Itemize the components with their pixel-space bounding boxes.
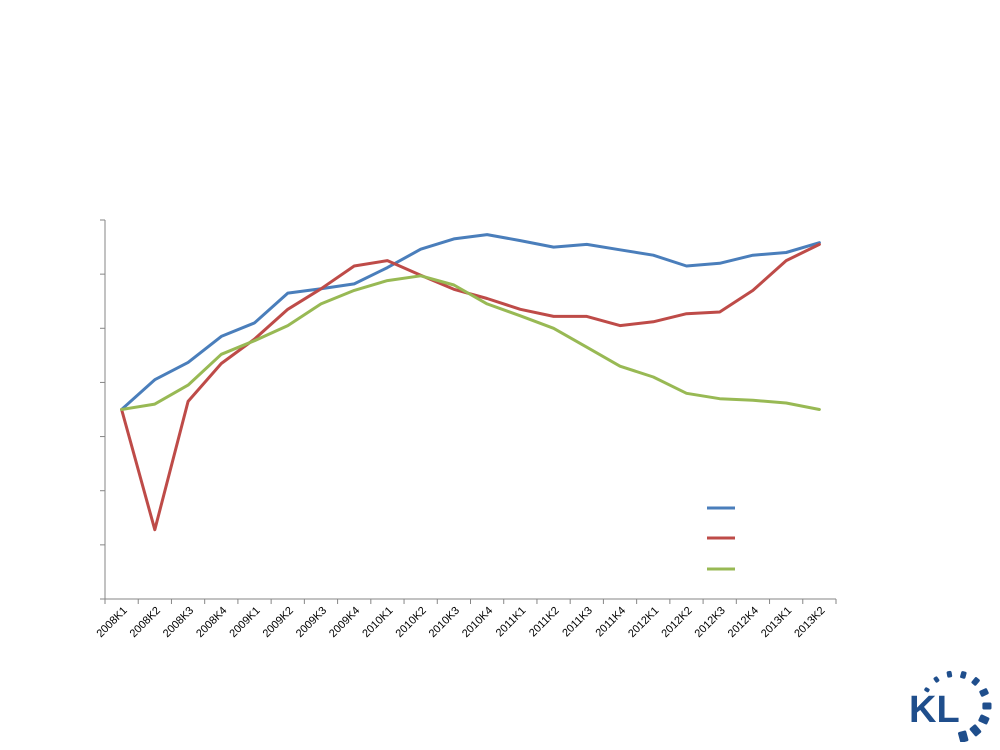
logo-arc-mark [960, 671, 967, 679]
logo-arc-mark [958, 730, 969, 742]
x-tick-label: 2009K1 [227, 605, 262, 640]
x-tick-label: 2010K2 [394, 605, 429, 640]
x-tick-label: 2012K3 [693, 605, 728, 640]
logo-arc-mark [933, 676, 940, 683]
x-tick-label: 2009K2 [261, 605, 296, 640]
x-tick-label: 2009K3 [294, 605, 329, 640]
x-tick-label: 2008K2 [128, 605, 163, 640]
x-tick-label: 2008K4 [194, 605, 229, 640]
logo-arc-mark [982, 702, 992, 710]
x-tick-label: 2008K1 [94, 605, 129, 640]
legend [707, 506, 735, 571]
x-tick-label: 2012K1 [626, 605, 661, 640]
logo-arc-mark [979, 688, 989, 697]
logo-arc-mark [969, 724, 982, 737]
series-line-1 [120, 233, 821, 411]
x-tick-label: 2013K2 [792, 605, 827, 640]
kl-logo: KL [909, 670, 992, 742]
x-tick-label: 2009K4 [327, 605, 362, 640]
x-axis-ticks: 2008K12008K22008K32008K42009K12009K22009… [94, 599, 837, 640]
logo-arc-mark [978, 714, 990, 725]
x-tick-label: 2013K1 [759, 605, 794, 640]
chart-series [120, 233, 821, 532]
logo-arc-mark [924, 687, 930, 693]
x-tick-label: 2010K3 [427, 605, 462, 640]
logo-arc-mark [946, 670, 953, 678]
x-tick-label: 2012K2 [659, 605, 694, 640]
x-tick-label: 2011K3 [560, 605, 595, 640]
x-tick-label: 2008K3 [161, 605, 196, 640]
x-tick-label: 2011K4 [593, 605, 628, 640]
chart-axes [100, 219, 836, 600]
x-tick-label: 2011K2 [527, 605, 562, 640]
x-tick-label: 2011K1 [494, 605, 529, 640]
series-line-2 [120, 242, 821, 532]
x-tick-label: 2010K4 [460, 605, 495, 640]
series-line-3 [120, 274, 821, 411]
logo-text: KL [909, 689, 960, 731]
logo-arc-marks [924, 670, 992, 742]
logo-arc-mark [971, 677, 980, 686]
x-tick-label: 2010K1 [360, 605, 395, 640]
x-tick-label: 2012K4 [726, 605, 761, 640]
